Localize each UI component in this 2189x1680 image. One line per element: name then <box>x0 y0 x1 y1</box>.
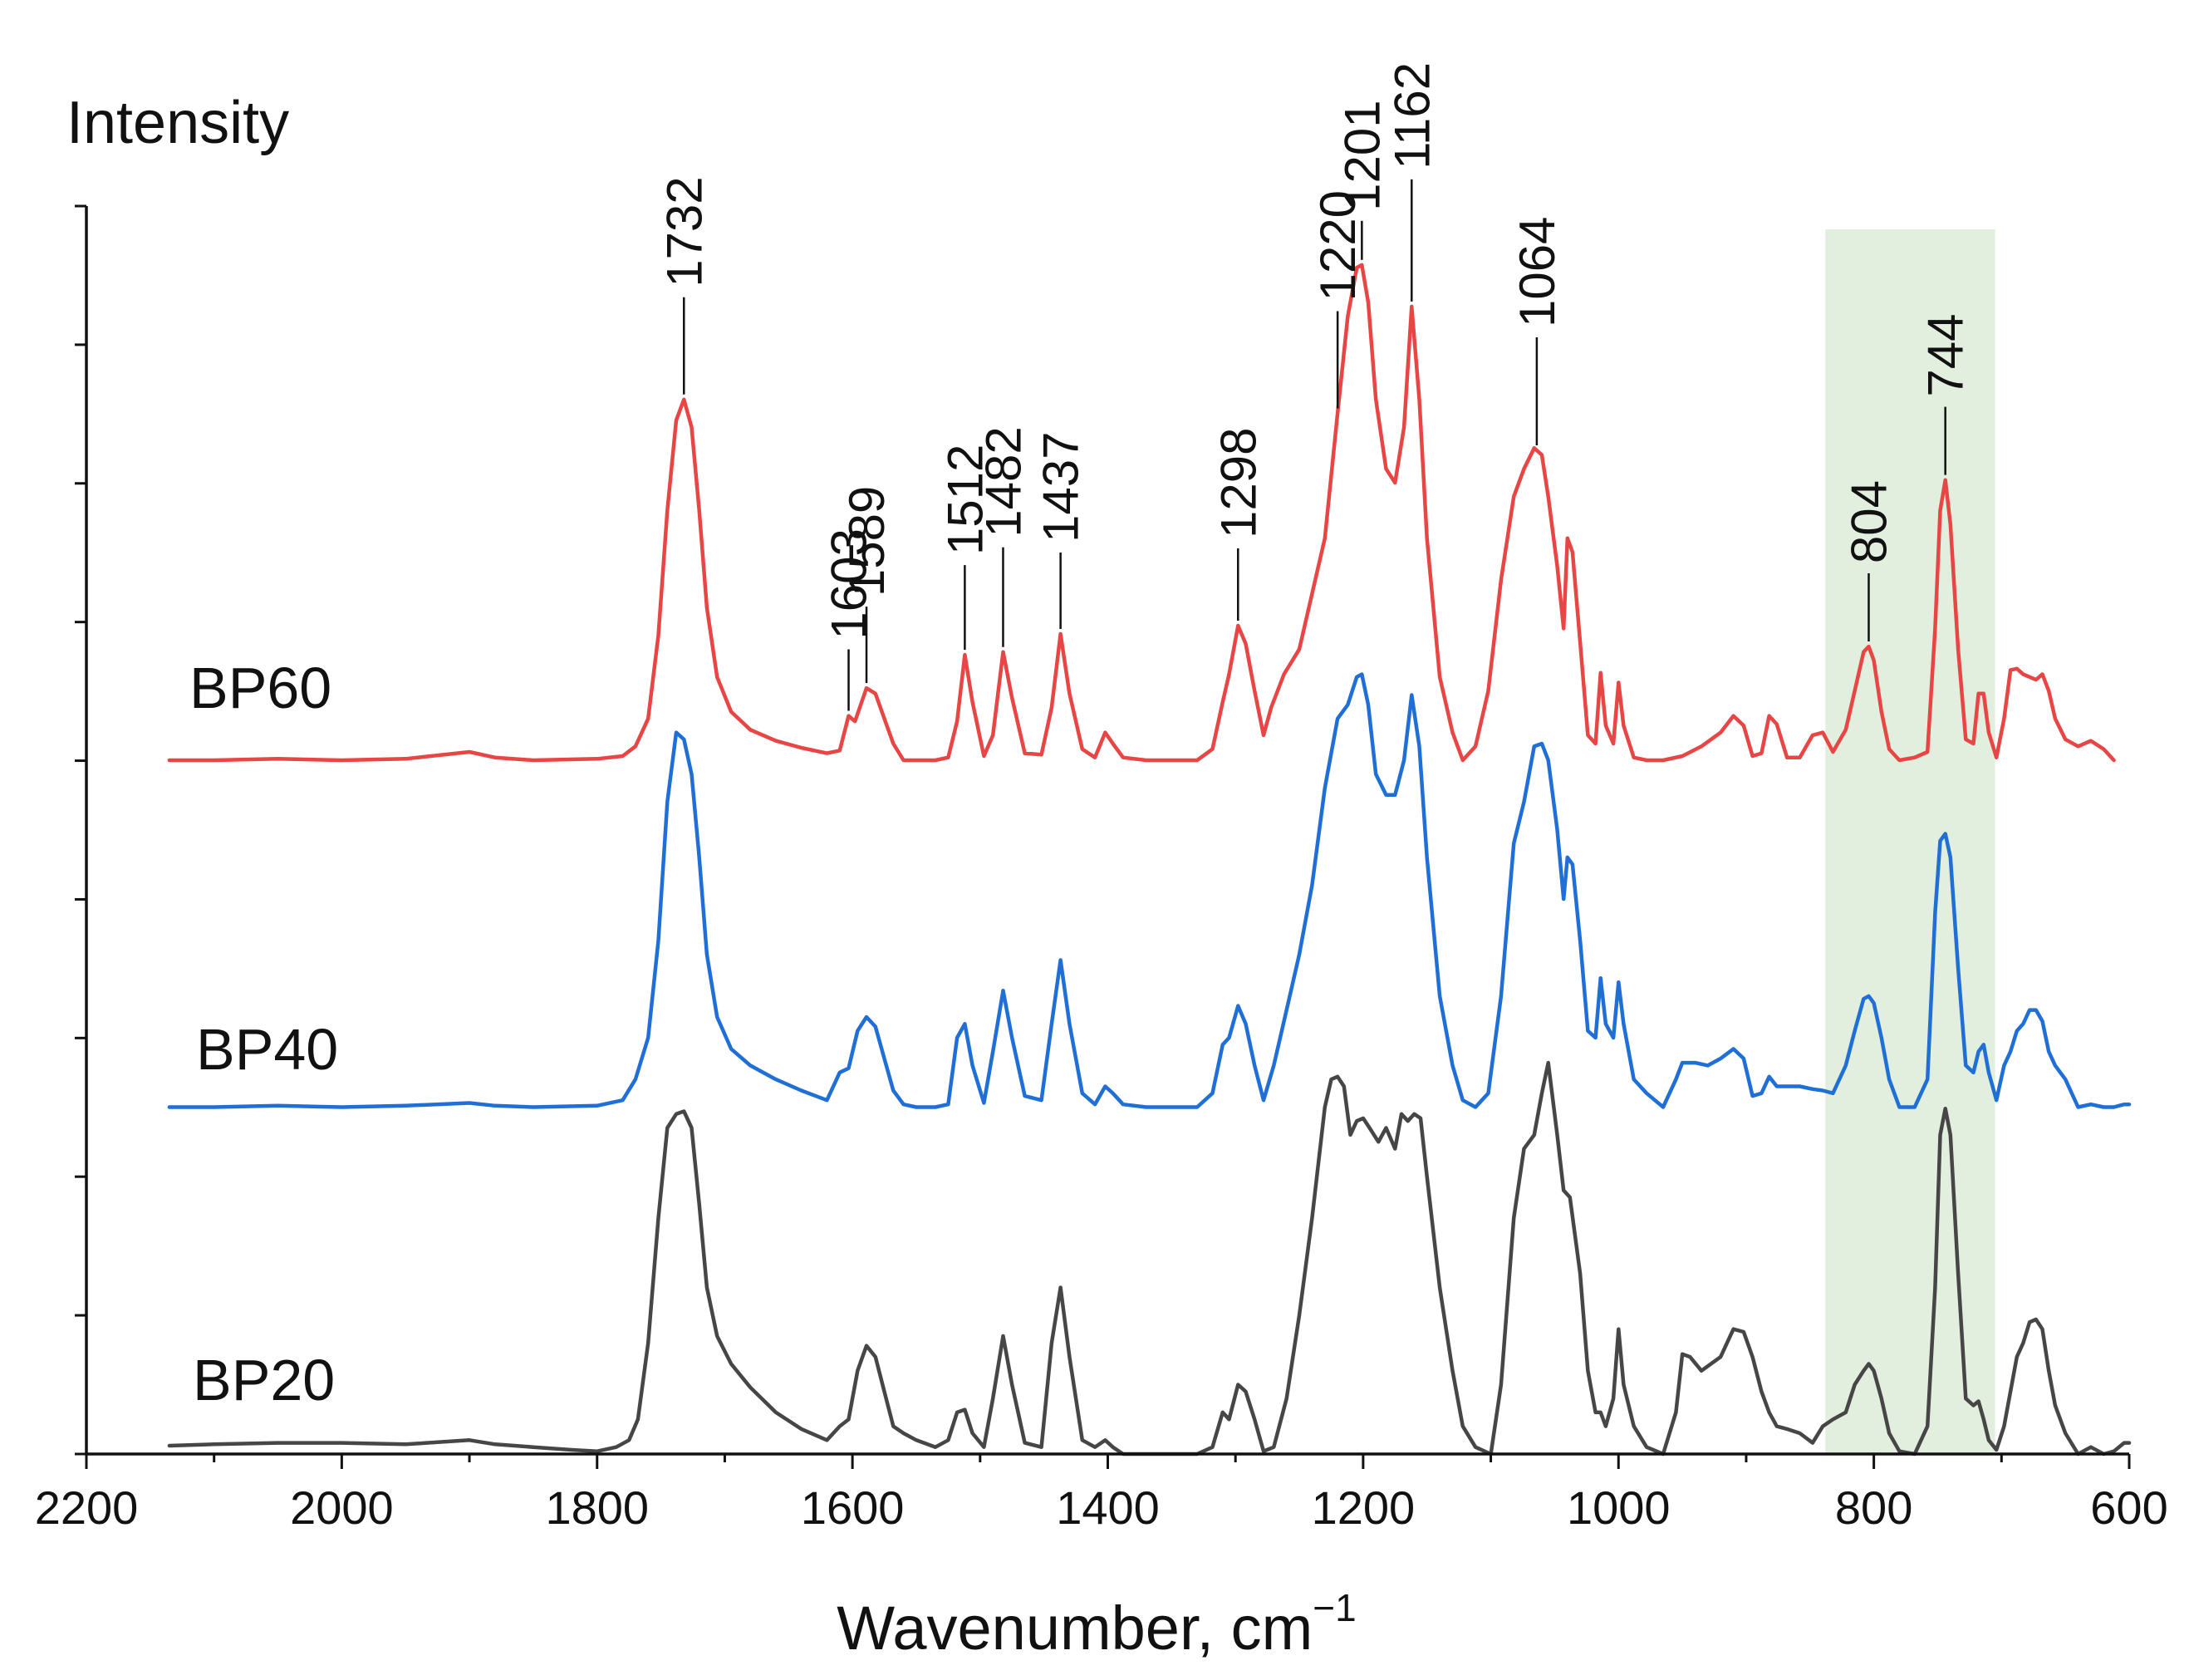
x-tick-label: 1800 <box>545 1481 649 1534</box>
peak-label-1064: 1064 <box>1509 217 1565 327</box>
x-tick-label: 2200 <box>35 1481 139 1534</box>
series-label-bp40: BP40 <box>196 1017 338 1082</box>
peak-label-744: 744 <box>1918 314 1974 397</box>
peak-label-1732: 1732 <box>656 176 712 287</box>
x-axis-title-superscript: −1 <box>1313 1586 1356 1629</box>
x-axis-title-main: Wavenumber, cm <box>837 1594 1313 1663</box>
x-tick-label: 2000 <box>290 1481 394 1534</box>
series-line-bp40 <box>167 672 2132 1109</box>
x-tick-label: 1200 <box>1312 1481 1416 1534</box>
axes-layer: 2200 2000 1800 1600 1400 1200 1000 800 600 <box>35 204 2168 1534</box>
peak-label-1482: 1482 <box>975 426 1031 537</box>
peak-label-1162: 1162 <box>1384 62 1440 169</box>
peak-label-1220: 1220 <box>1310 190 1366 301</box>
peak-label-1603: 1603 <box>822 528 877 639</box>
series-line-bp20 <box>167 1060 2132 1456</box>
peak-label-804: 804 <box>1841 480 1897 563</box>
peak-label-1298: 1298 <box>1210 428 1266 538</box>
x-tick-label: 1000 <box>1567 1481 1671 1534</box>
peak-label-1512: 1512 <box>937 445 993 555</box>
peak-label-1201: 1201 <box>1334 100 1390 210</box>
x-tick-label: 600 <box>2090 1481 2167 1534</box>
peak-label-1437: 1437 <box>1033 432 1089 543</box>
x-axis-title: Wavenumber, cm−1 <box>837 1586 1356 1663</box>
highlight-band <box>1825 229 1995 1454</box>
series-line-bp60 <box>167 263 2116 763</box>
x-tick-label: 1600 <box>801 1481 905 1534</box>
x-tick-label: 1400 <box>1056 1481 1160 1534</box>
series-label-bp20: BP20 <box>193 1348 335 1412</box>
peak-label-1589: 1589 <box>839 486 895 597</box>
series-label-bp60: BP60 <box>189 656 331 720</box>
y-axis-title: Intensity <box>66 90 289 156</box>
x-tick-label: 800 <box>1835 1481 1912 1534</box>
series-label-layer: BP60 BP40 BP20 <box>189 656 338 1412</box>
highlight-layer <box>1825 229 1995 1454</box>
series-layer <box>167 263 2132 1456</box>
